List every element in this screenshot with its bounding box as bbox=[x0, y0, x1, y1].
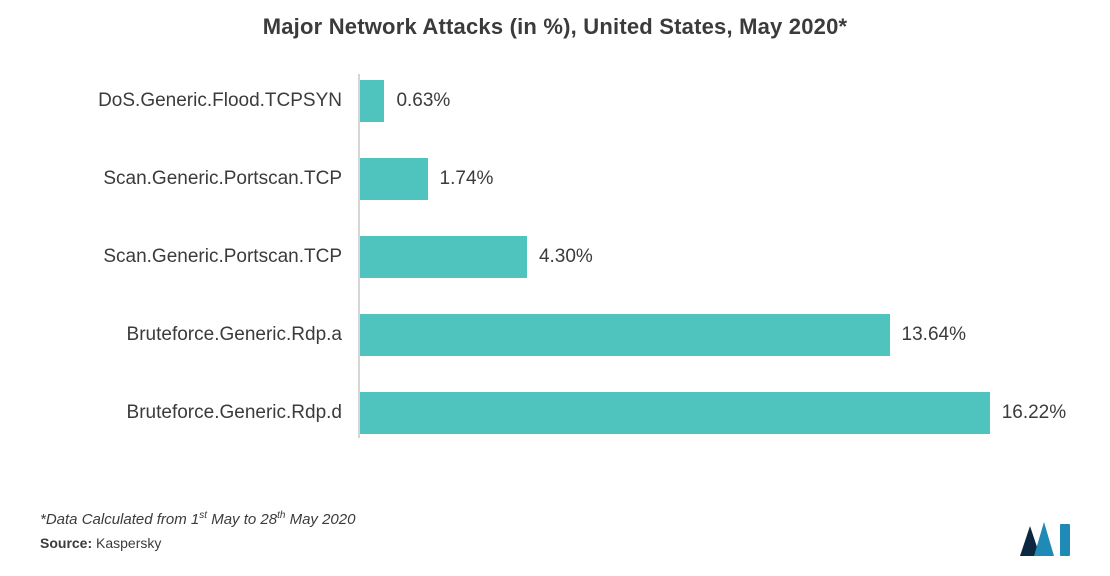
chart-body: DoS.Generic.Flood.TCPSYN 0.63% Scan.Generi… bbox=[40, 80, 1070, 434]
chart-row: Scan.Generic.Portscan.TCP 1.74% bbox=[40, 158, 1070, 200]
chart-title: Major Network Attacks (in %), United Sta… bbox=[40, 14, 1070, 40]
source-value: Kaspersky bbox=[92, 535, 161, 551]
footnote-part: May to 28 bbox=[207, 511, 277, 528]
footnote-text: *Data Calculated from 1st May to 28th Ma… bbox=[40, 508, 355, 532]
bar-area: 0.63% bbox=[360, 80, 1070, 122]
category-label: Scan.Generic.Portscan.TCP bbox=[40, 168, 350, 190]
source-line: Source: Kaspersky bbox=[40, 532, 355, 554]
bar bbox=[360, 158, 428, 200]
value-label: 4.30% bbox=[539, 246, 593, 268]
category-label: Scan.Generic.Portscan.TCP bbox=[40, 246, 350, 268]
source-label: Source: bbox=[40, 535, 92, 551]
footnote-area: *Data Calculated from 1st May to 28th Ma… bbox=[40, 508, 355, 554]
chart-row: Scan.Generic.Portscan.TCP 4.30% bbox=[40, 236, 1070, 278]
value-label: 16.22% bbox=[1002, 402, 1066, 424]
bar bbox=[360, 392, 990, 434]
value-label: 0.63% bbox=[396, 90, 450, 112]
value-label: 1.74% bbox=[440, 168, 494, 190]
chart-row: DoS.Generic.Flood.TCPSYN 0.63% bbox=[40, 80, 1070, 122]
footnote-part: *Data Calculated from 1 bbox=[40, 511, 199, 528]
footnote-part: May 2020 bbox=[285, 511, 355, 528]
value-label: 13.64% bbox=[902, 324, 966, 346]
footnote-sup: st bbox=[199, 510, 207, 521]
bar-area: 13.64% bbox=[360, 314, 1070, 356]
bar bbox=[360, 80, 384, 122]
category-label: Bruteforce.Generic.Rdp.d bbox=[40, 402, 350, 424]
bar-area: 16.22% bbox=[360, 392, 1070, 434]
chart-row: Bruteforce.Generic.Rdp.d 16.22% bbox=[40, 392, 1070, 434]
mi-logo-icon bbox=[1020, 522, 1076, 556]
chart-row: Bruteforce.Generic.Rdp.a 13.64% bbox=[40, 314, 1070, 356]
category-label: DoS.Generic.Flood.TCPSYN bbox=[40, 90, 350, 112]
chart-container: Major Network Attacks (in %), United Sta… bbox=[0, 0, 1110, 576]
bar-area: 4.30% bbox=[360, 236, 1070, 278]
bar bbox=[360, 236, 527, 278]
bar-area: 1.74% bbox=[360, 158, 1070, 200]
bar bbox=[360, 314, 890, 356]
category-label: Bruteforce.Generic.Rdp.a bbox=[40, 324, 350, 346]
chart-rows: DoS.Generic.Flood.TCPSYN 0.63% Scan.Generi… bbox=[40, 80, 1070, 434]
